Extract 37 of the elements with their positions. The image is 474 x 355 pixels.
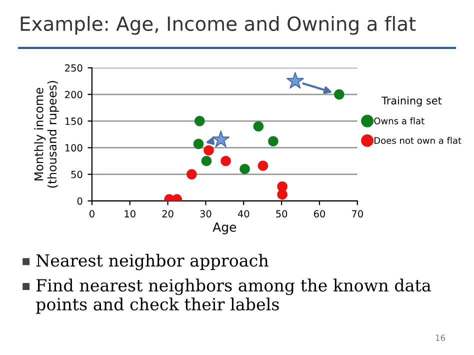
point [258, 160, 268, 171]
y-tick-label: 200 [65, 90, 82, 98]
y-tick-label: 0 [77, 197, 82, 205]
x-axis-title: Age [212, 222, 236, 234]
point [186, 169, 197, 180]
x-tick-label: 30 [200, 210, 212, 218]
x-tick-label: 70 [352, 210, 363, 218]
point [194, 116, 205, 126]
point [334, 89, 344, 100]
point [253, 121, 264, 132]
chart-title: Example: Age, Income and Owning a flat [20, 16, 416, 35]
y-axis-title: Monthly income (thousand rupees) [34, 81, 59, 188]
point [286, 72, 304, 89]
x-tick-label: 10 [124, 210, 136, 218]
point [268, 136, 278, 146]
legend-label: Does not own a flat [374, 136, 462, 144]
point [204, 145, 214, 156]
point [240, 164, 250, 174]
text: Find nearest neighbors among the known data points and check their labels [36, 278, 431, 314]
y-tick-label: 150 [65, 118, 82, 125]
x-tick-label: 60 [314, 210, 326, 218]
x-tick-label: 50 [276, 210, 288, 218]
legend-label: Owns a flat [374, 117, 424, 124]
point [220, 156, 231, 166]
y-tick-label: 50 [71, 170, 82, 178]
x-tick-label: 20 [162, 210, 174, 218]
text: 16 [436, 334, 446, 341]
x-tick-label: 0 [90, 210, 94, 218]
text: Nearest neighbor approach [36, 254, 268, 270]
point [201, 156, 212, 166]
y-tick-label: 100 [65, 144, 82, 152]
point [277, 189, 288, 200]
x-tick-label: 40 [238, 210, 250, 218]
point [212, 130, 230, 148]
legend-title: Training set [382, 96, 442, 107]
point [193, 138, 204, 150]
y-tick-label: 250 [65, 64, 82, 72]
